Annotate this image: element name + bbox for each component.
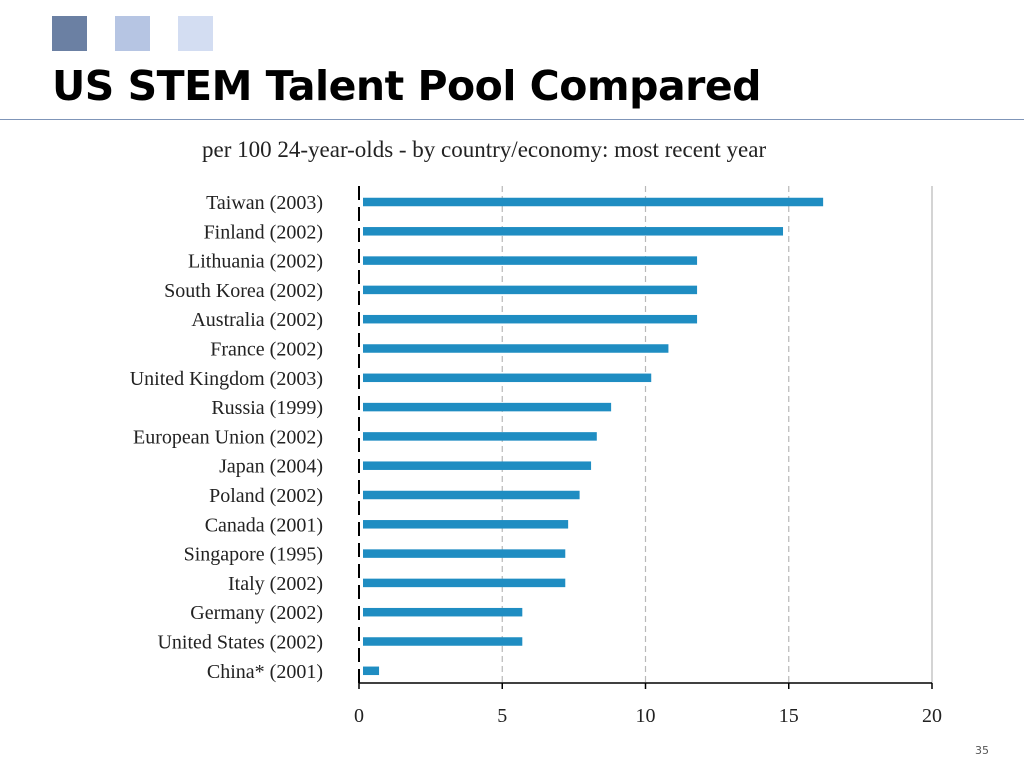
category-label: China* (2001) (207, 661, 323, 683)
bar (363, 373, 652, 383)
slide-title: US STEM Talent Pool Compared (52, 62, 762, 110)
bar (363, 637, 523, 646)
x-tick-label: 10 (636, 705, 656, 727)
category-label: United States (2002) (157, 632, 323, 654)
decor-square-1 (52, 16, 87, 51)
bar (363, 578, 566, 588)
category-label: Australia (2002) (191, 309, 323, 331)
bars (363, 197, 824, 676)
title-divider (0, 119, 1024, 120)
category-label: Singapore (1995) (184, 544, 323, 566)
bar (363, 314, 698, 324)
bar (363, 256, 698, 265)
category-label: Finland (2002) (204, 221, 323, 243)
bar (363, 197, 824, 207)
bar (363, 285, 698, 295)
x-tick-label: 0 (354, 705, 364, 727)
category-label: United Kingdom (2003) (130, 368, 323, 390)
category-label: France (2002) (210, 339, 323, 361)
bar (363, 607, 523, 617)
bar (363, 344, 669, 353)
page-number: 35 (975, 744, 989, 757)
bar (363, 461, 592, 470)
bar (363, 520, 569, 529)
gridlines (501, 186, 933, 683)
axes: 0 5 10 15 20 (354, 186, 942, 727)
x-tick-label: 15 (779, 705, 799, 727)
category-label: South Korea (2002) (164, 280, 323, 302)
bar (363, 227, 784, 236)
decor-square-3 (178, 16, 213, 51)
category-label: Italy (2002) (228, 573, 323, 595)
category-label: Poland (2002) (209, 485, 323, 507)
bar (363, 549, 566, 558)
x-tick-label: 20 (922, 705, 942, 727)
x-tick-label: 5 (497, 705, 507, 727)
bar (363, 666, 380, 676)
category-label: Russia (1999) (211, 397, 323, 419)
category-label: Japan (2004) (219, 456, 323, 478)
category-labels: Taiwan (2003) Finland (2002) Lithuania (20… (130, 192, 323, 683)
category-label: Canada (2001) (205, 514, 323, 536)
decor-square-2 (115, 16, 150, 51)
bar (363, 402, 612, 412)
category-label: Germany (2002) (190, 602, 323, 624)
bar (363, 490, 580, 500)
bar (363, 432, 597, 441)
chart-title: per 100 24-year-olds - by country/econom… (202, 137, 767, 162)
category-label: European Union (2002) (133, 426, 323, 448)
category-label: Lithuania (2002) (188, 251, 323, 273)
category-label: Taiwan (2003) (206, 192, 323, 214)
